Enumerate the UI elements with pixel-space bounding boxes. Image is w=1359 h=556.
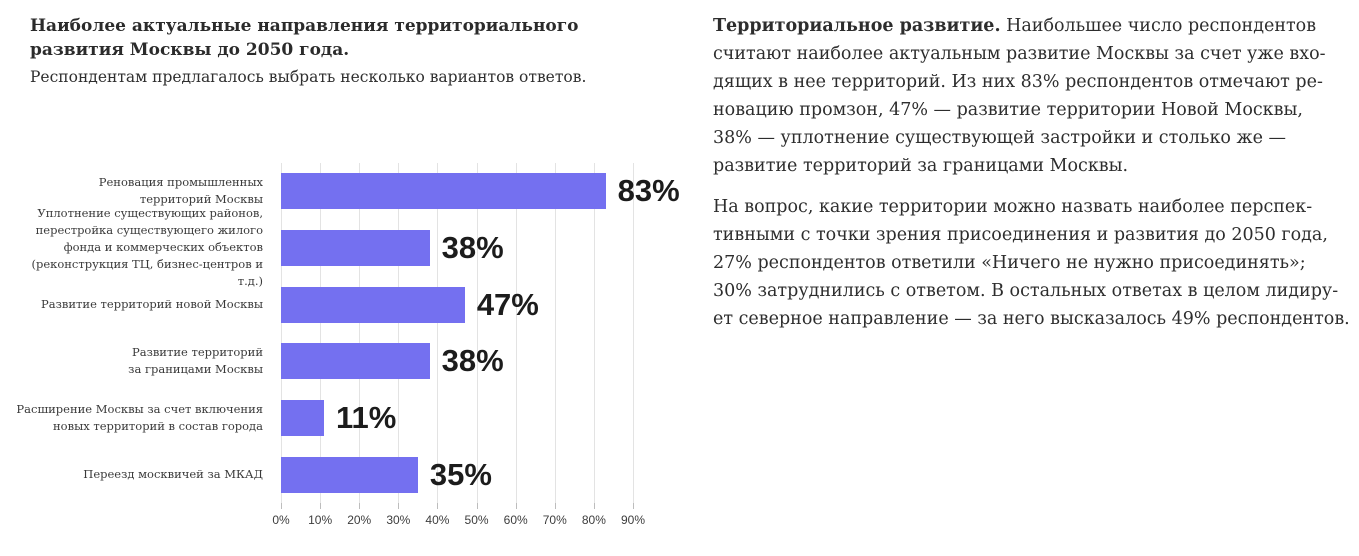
bar [281, 229, 430, 266]
category-label: Реновация промышленных территорий Москвы [98, 175, 263, 207]
chart-title: Наиболее актуальные направления территор… [30, 16, 579, 60]
bar-row: 38% [281, 333, 633, 390]
gridline [593, 163, 595, 503]
category-label: Уплотнение существующих районов, перестр… [31, 206, 264, 289]
bar-value-label: 35% [429, 456, 492, 492]
chart-subtitle: Респондентам предлагалось выбрать нескол… [30, 68, 587, 86]
bar-row: 38% [281, 220, 633, 277]
gridline [281, 163, 282, 503]
x-axis-tick-label: 60% [503, 513, 528, 527]
axis-tick [633, 503, 634, 509]
bar [281, 173, 606, 210]
x-axis-tick-label: 30% [386, 513, 411, 527]
x-axis-tick-label: 20% [347, 513, 372, 527]
bar-value-label: 47% [476, 286, 539, 322]
article-paragraph-2: На вопрос, какие территории можно назват… [713, 197, 1350, 329]
category-label: Развитие территорий за границами Москвы [128, 345, 263, 377]
article-paragraph-1-text: Наибольшее число респондентов считают на… [713, 16, 1326, 176]
x-axis-tick-label: 50% [464, 513, 489, 527]
bar-row: 35% [281, 446, 633, 503]
plot-area: 0% 10% 20% 30% 40% 50% 60% 70% 80% 90% 83% 38% 47% 38… [272, 163, 680, 527]
category-label: Расширение Москвы за счет включения новы… [16, 401, 263, 433]
x-axis-tick-label: 10% [308, 513, 333, 527]
gridline [554, 163, 556, 503]
bar [281, 399, 325, 436]
category-labels-column: Реновация промышленных территорий Москвы… [8, 163, 263, 503]
x-axis-tick-label: 0% [272, 513, 290, 527]
axis-tick [359, 503, 361, 509]
gridline [359, 163, 361, 503]
bar-row: 47% [281, 276, 633, 333]
bar-row: 83% [281, 163, 680, 220]
bar-value-label: 38% [441, 343, 504, 379]
axis-tick [320, 503, 322, 509]
x-axis-tick-label: 70% [542, 513, 567, 527]
bar-value-label: 11% [336, 399, 397, 435]
bar [281, 286, 465, 323]
gridline [437, 163, 439, 503]
axis-tick [593, 503, 595, 509]
bar [281, 456, 418, 493]
x-axis-tick-label: 40% [425, 513, 450, 527]
axis-tick [476, 503, 478, 509]
bar-row: 11% [281, 390, 633, 447]
axis-tick [281, 503, 282, 509]
gridline [398, 163, 400, 503]
bar-value-label: 38% [441, 229, 504, 265]
chart-header: Наиболее актуальные направления территор… [30, 14, 670, 88]
axis-tick [398, 503, 400, 509]
category-label: Развитие территорий новой Москвы [41, 297, 263, 312]
axis-tick [437, 503, 439, 509]
bar [281, 343, 430, 380]
gridline [633, 163, 634, 503]
gridline [476, 163, 478, 503]
x-axis-tick-label: 90% [620, 513, 646, 527]
axis-tick [515, 503, 517, 509]
gridline [515, 163, 517, 503]
article-paragraph-1: Территориальное развитие. Наибольшее чис… [713, 12, 1359, 180]
gridline [320, 163, 322, 503]
article-text-block: Территориальное развитие. Наибольшее чис… [713, 12, 1359, 333]
x-axis-tick-label: 80% [581, 513, 606, 527]
bar-value-label: 83% [617, 173, 680, 209]
category-label: Переезд москвичей за МКАД [83, 467, 263, 482]
article-lead-bold: Территориальное развитие. [713, 16, 1001, 36]
axis-tick [554, 503, 556, 509]
